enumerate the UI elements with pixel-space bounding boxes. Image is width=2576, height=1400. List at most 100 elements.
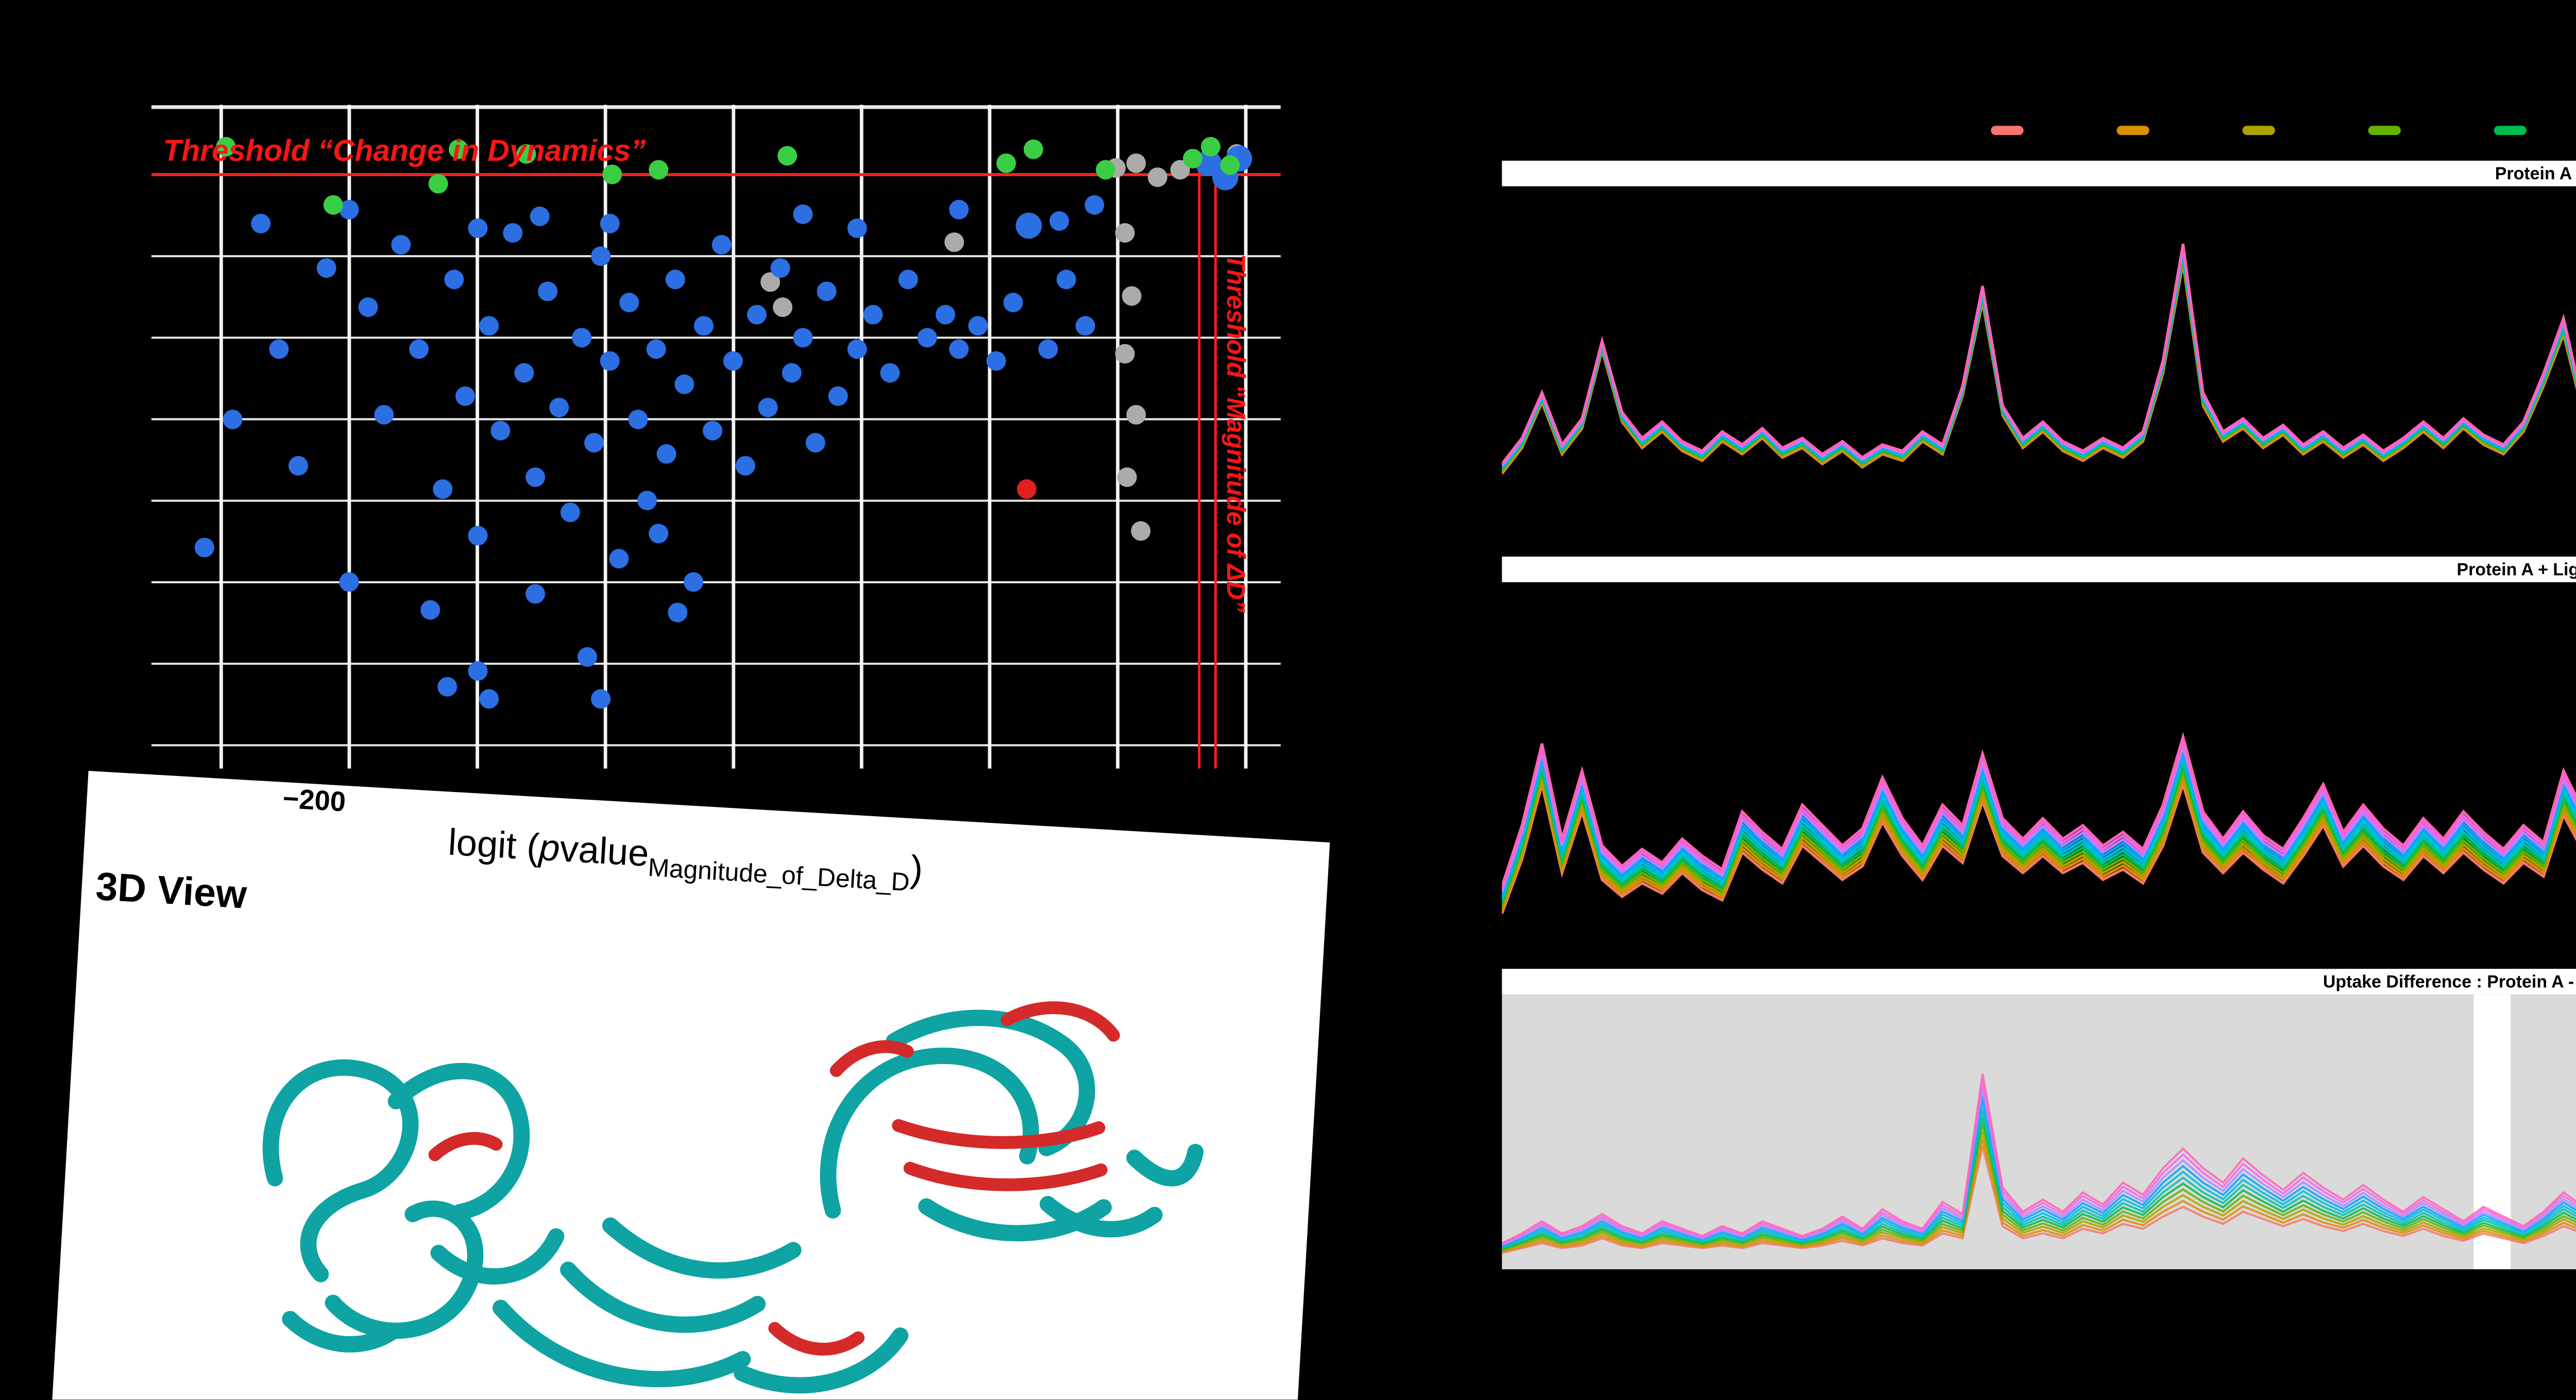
legend-swatch[interactable]	[2242, 126, 2275, 134]
volcano-point[interactable]	[793, 328, 813, 348]
volcano-point[interactable]	[760, 272, 781, 292]
volcano-point[interactable]	[409, 339, 429, 359]
volcano-point[interactable]	[391, 235, 411, 255]
volcano-point[interactable]	[817, 281, 837, 301]
volcano-point[interactable]	[1170, 160, 1190, 180]
volcano-point[interactable]	[194, 537, 214, 558]
volcano-point[interactable]	[1056, 269, 1076, 290]
volcano-point[interactable]	[516, 144, 536, 164]
volcano-point[interactable]	[600, 351, 620, 371]
volcano-point[interactable]	[828, 386, 848, 406]
volcano-point[interactable]	[1122, 286, 1142, 306]
volcano-point[interactable]	[996, 153, 1016, 173]
volcano-point[interactable]	[936, 305, 956, 325]
volcano-point[interactable]	[288, 456, 308, 476]
volcano-point[interactable]	[805, 433, 825, 453]
volcano-point[interactable]	[560, 502, 580, 522]
volcano-point[interactable]	[584, 433, 604, 453]
volcano-point[interactable]	[549, 397, 569, 417]
volcano-point[interactable]	[316, 258, 336, 278]
volcano-point[interactable]	[572, 328, 592, 348]
volcano-point[interactable]	[649, 160, 669, 180]
volcano-point[interactable]	[479, 316, 499, 336]
volcano-point[interactable]	[637, 491, 657, 511]
volcano-point[interactable]	[223, 410, 243, 429]
volcano-point[interactable]	[949, 339, 969, 359]
volcano-point[interactable]	[1075, 316, 1095, 336]
volcano-point[interactable]	[1015, 212, 1042, 239]
volcano-point[interactable]	[602, 164, 622, 184]
volcano-point[interactable]	[674, 374, 694, 394]
volcano-point[interactable]	[269, 339, 289, 359]
volcano-point[interactable]	[1003, 293, 1023, 313]
volcano-point[interactable]	[747, 305, 767, 325]
volcano-point[interactable]	[793, 204, 813, 224]
volcano-point[interactable]	[782, 363, 802, 383]
volcano-point[interactable]	[777, 146, 798, 166]
volcano-plot[interactable]: Threshold “Change in Dynamics” Threshold…	[151, 105, 1281, 769]
volcano-point[interactable]	[1126, 153, 1146, 173]
volcano-point[interactable]	[577, 647, 597, 667]
chart-canvas[interactable]	[1502, 582, 2576, 955]
volcano-point[interactable]	[468, 661, 488, 681]
volcano-point[interactable]	[1016, 479, 1037, 499]
volcano-point[interactable]	[668, 602, 688, 622]
volcano-point[interactable]	[437, 677, 457, 697]
volcano-point[interactable]	[600, 213, 620, 233]
volcano-point[interactable]	[339, 199, 359, 220]
volcano-point[interactable]	[358, 297, 378, 317]
volcano-point[interactable]	[1084, 195, 1105, 215]
volcano-point[interactable]	[374, 404, 394, 425]
volcano-point[interactable]	[863, 305, 883, 325]
volcano-point[interactable]	[448, 139, 468, 159]
legend-swatch[interactable]	[2368, 126, 2401, 134]
volcano-point[interactable]	[1220, 155, 1240, 175]
volcano-point[interactable]	[1147, 167, 1167, 187]
volcano-point[interactable]	[628, 410, 648, 429]
volcano-point[interactable]	[944, 232, 964, 252]
volcano-point[interactable]	[251, 213, 271, 233]
volcano-point[interactable]	[986, 351, 1006, 371]
volcano-point[interactable]	[646, 339, 666, 359]
volcano-point[interactable]	[503, 223, 523, 243]
volcano-point[interactable]	[1049, 211, 1070, 231]
volcano-point[interactable]	[847, 339, 867, 359]
volcano-point[interactable]	[530, 206, 550, 226]
chart-canvas[interactable]	[1502, 187, 2576, 543]
volcano-point[interactable]	[758, 397, 778, 417]
volcano-point[interactable]	[444, 269, 464, 290]
volcano-point[interactable]	[490, 420, 511, 441]
volcano-point[interactable]	[1115, 223, 1135, 243]
protein-structure[interactable]	[216, 943, 1218, 1399]
volcano-point[interactable]	[433, 479, 453, 499]
volcano-point[interactable]	[898, 269, 918, 290]
volcano-point[interactable]	[216, 137, 236, 157]
volcano-point[interactable]	[514, 363, 534, 383]
volcano-point[interactable]	[684, 572, 703, 592]
volcano-point[interactable]	[538, 281, 558, 301]
volcano-point[interactable]	[420, 600, 440, 620]
volcano-point[interactable]	[703, 420, 723, 441]
volcano-point[interactable]	[773, 297, 793, 317]
volcano-point[interactable]	[468, 218, 488, 238]
volcano-point[interactable]	[479, 689, 499, 709]
volcano-point[interactable]	[609, 549, 629, 569]
volcano-point[interactable]	[656, 444, 676, 464]
volcano-point[interactable]	[847, 218, 867, 238]
volcano-point[interactable]	[1023, 139, 1043, 159]
volcano-point[interactable]	[619, 293, 639, 313]
volcano-point[interactable]	[735, 456, 755, 476]
volcano-point[interactable]	[880, 363, 900, 383]
volcano-point[interactable]	[1126, 404, 1146, 425]
volcano-point[interactable]	[468, 526, 488, 546]
volcano-plot-canvas[interactable]	[151, 105, 1281, 769]
uptake-chart-protein-a[interactable]	[1502, 186, 2576, 543]
volcano-point[interactable]	[949, 199, 969, 220]
uptake-chart-protein-a-ligand[interactable]	[1502, 582, 2576, 955]
volcano-point[interactable]	[591, 246, 611, 266]
volcano-point[interactable]	[693, 316, 714, 336]
volcano-point[interactable]	[455, 386, 476, 406]
volcano-point[interactable]	[526, 467, 546, 487]
volcano-point[interactable]	[1131, 521, 1151, 541]
volcano-point[interactable]	[428, 174, 448, 194]
